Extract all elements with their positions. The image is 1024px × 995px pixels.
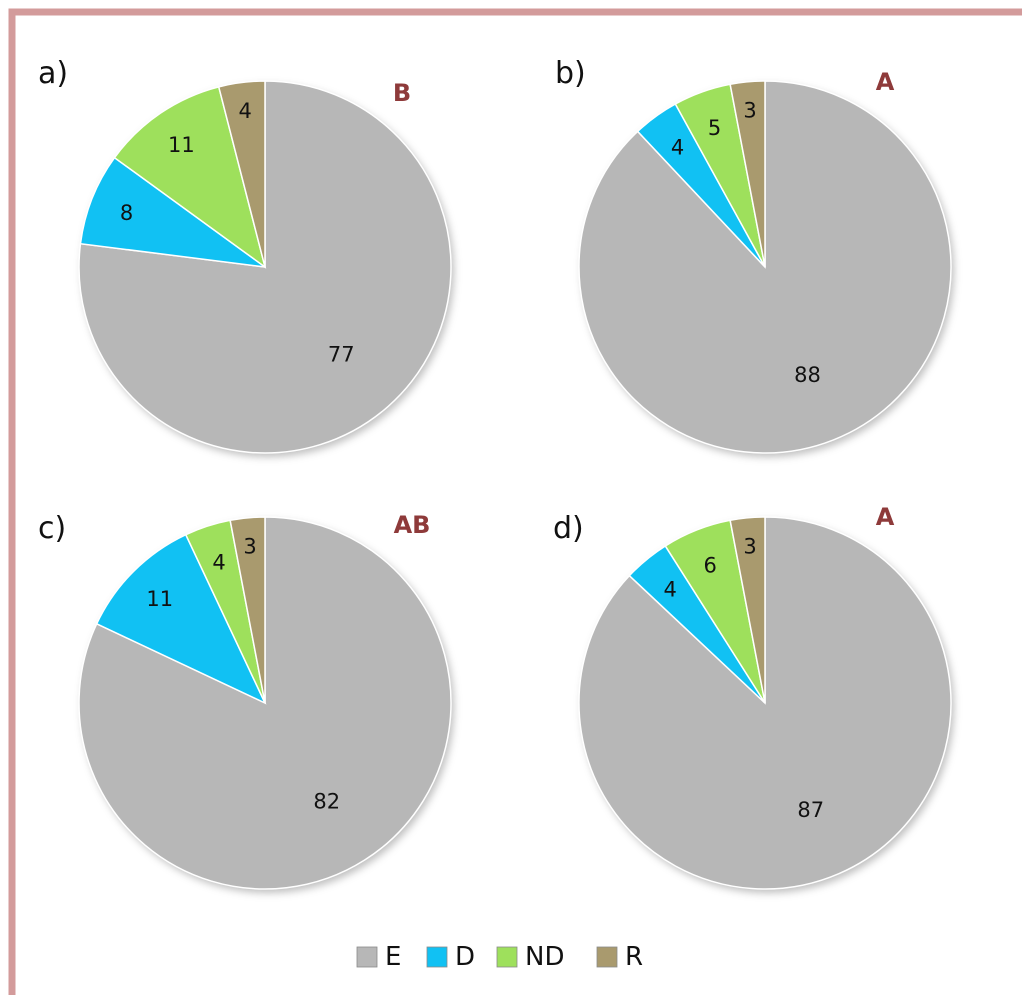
group-label: A [876,503,895,531]
panel-label: b) [555,56,586,91]
pie-slice-R [229,516,266,704]
slice-value-label: 4 [212,551,225,575]
group-label: B [393,79,411,107]
legend-swatch-ND [496,946,518,968]
slice-value-label: 4 [671,136,684,160]
slice-value-label: 6 [704,554,717,578]
slice-value-label: 3 [243,535,256,559]
legend-swatch-E [356,946,378,968]
slice-value-label: 5 [708,116,721,140]
legend-label-ND: ND [525,942,564,972]
slice-value-label: 82 [313,789,340,813]
slice-value-label: 88 [794,363,821,387]
pie-slice-D [95,533,267,705]
legend-label-R: R [625,942,643,972]
figure-frame [8,8,1022,995]
slice-value-label: 3 [743,535,756,559]
pie-slice-R [729,516,766,704]
legend-swatch-R [596,946,618,968]
slice-value-label: 8 [120,201,133,225]
slice-value-label: 11 [168,133,195,157]
pie-slice-R [729,80,766,268]
slice-value-label: 87 [797,798,824,822]
slice-value-label: 3 [743,99,756,123]
pie-chart-3: 87 4 6 3 d) A [553,503,952,890]
slice-value-label: 4 [239,99,252,123]
panel-label: c) [38,511,66,546]
pie-chart-0: 77 8 11 4 a) B [38,56,452,454]
group-label: A [876,68,895,96]
group-label: AB [394,511,431,539]
pie-chart-1: 88 453 b) A [555,56,952,454]
pie-slice-R [217,80,266,268]
legend: E D ND R [356,942,643,972]
pie-chart-2: 82 11 43 c) AB [38,511,452,890]
slice-value-label: 11 [146,587,173,611]
legend-label-D: D [455,942,475,972]
legend-label-E: E [385,942,401,972]
panel-label: a) [38,56,68,91]
pie-slice-D [79,156,266,268]
legend-swatch-D [426,946,448,968]
slice-value-label: 77 [328,343,355,367]
pie-slice-ND [113,85,267,269]
panel-label: d) [553,511,584,546]
slice-value-label: 4 [664,577,677,601]
